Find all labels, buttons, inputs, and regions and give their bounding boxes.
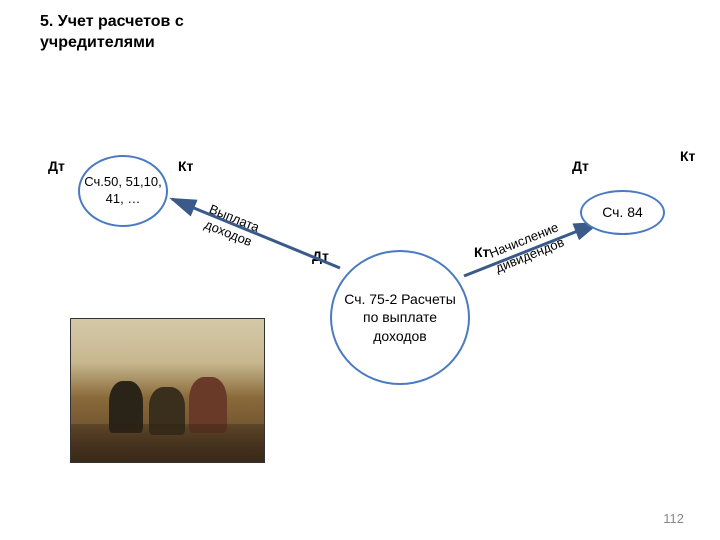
dt-label-3: Дт	[572, 158, 589, 174]
page-title: 5. Учет расчетов с учредителями	[40, 12, 220, 54]
account-node-cash: Сч.50, 51,10, 41, …	[78, 155, 168, 227]
dt-label-2: Дт	[312, 248, 329, 264]
arrow-label-payment: Выплата доходов	[201, 201, 261, 250]
account-node-84: Сч. 84	[580, 190, 665, 235]
page-number: 112	[663, 511, 684, 526]
account-node-75-2: Сч. 75-2 Расчеты по выплате доходов	[330, 250, 470, 385]
kt-label-1: Кт	[178, 158, 193, 174]
account-node-cash-text: Сч.50, 51,10, 41, …	[80, 174, 166, 208]
arrow-label-accrual: Начисление дивидендов	[487, 219, 567, 275]
account-node-75-2-text: Сч. 75-2 Расчеты по выплате доходов	[340, 290, 460, 345]
account-node-84-text: Сч. 84	[602, 203, 643, 221]
dt-label-1: Дт	[48, 158, 65, 174]
illustration-image	[70, 318, 265, 463]
kt-label-3: Кт	[680, 148, 695, 164]
